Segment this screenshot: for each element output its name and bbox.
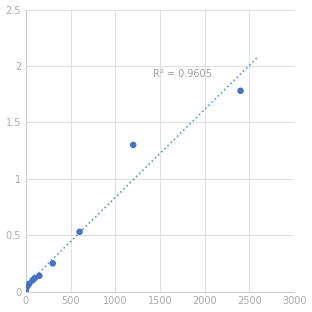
Point bbox=[37, 273, 42, 278]
Point bbox=[50, 261, 55, 266]
Point bbox=[32, 275, 37, 280]
Point bbox=[238, 88, 243, 93]
Point bbox=[23, 288, 28, 293]
Point bbox=[25, 283, 30, 288]
Text: R² = 0.9605: R² = 0.9605 bbox=[153, 70, 212, 80]
Point bbox=[30, 278, 35, 283]
Point bbox=[131, 143, 136, 148]
Point bbox=[27, 281, 32, 286]
Point bbox=[77, 229, 82, 234]
